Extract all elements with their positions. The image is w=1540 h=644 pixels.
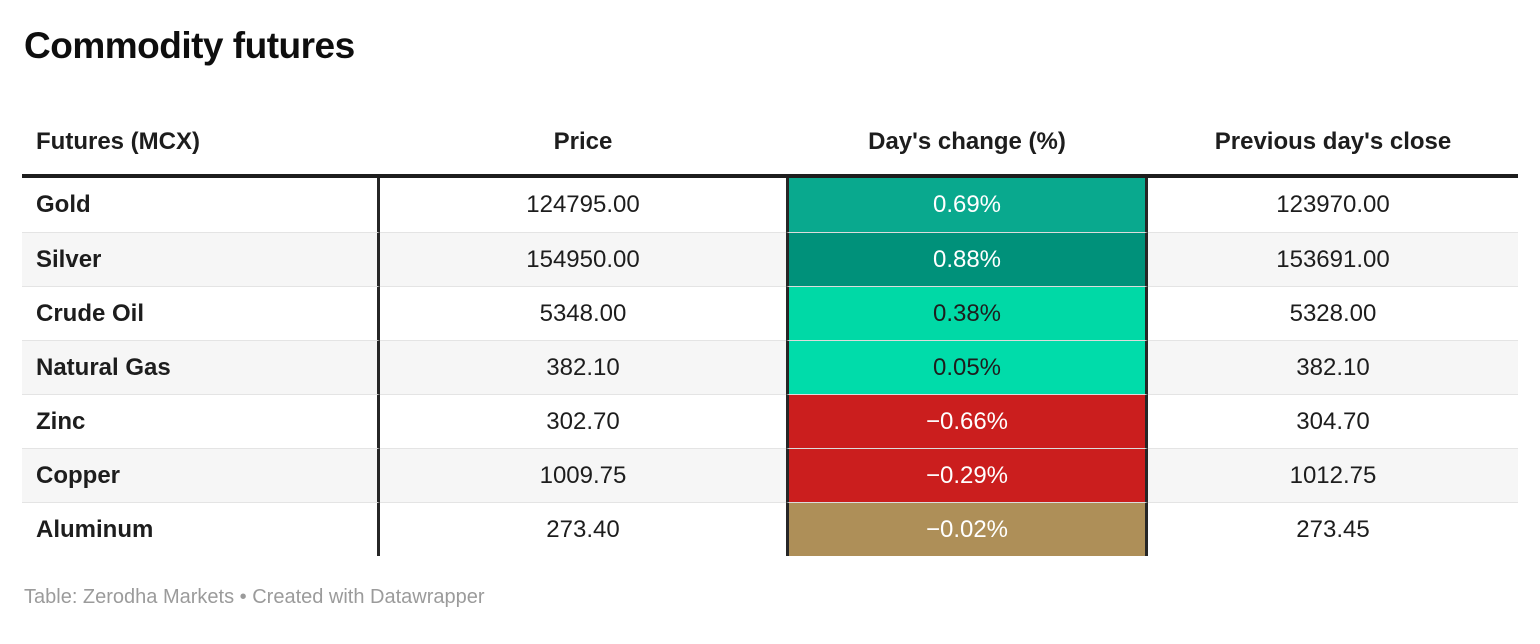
prev-close-value: 123970.00	[1276, 191, 1390, 218]
price-value: 124795.00	[526, 191, 640, 218]
commodity-futures-table: Futures (MCX) Price Day's change (%) Pre…	[22, 110, 1518, 556]
column-header-prev-close: Previous day's close	[1214, 128, 1452, 155]
table-body: Gold 124795.00 0.69% 123970.00 Silver 15…	[22, 178, 1518, 556]
price-value: 154950.00	[380, 232, 786, 286]
prev-close-value: 304.70	[1148, 394, 1518, 448]
futures-name: Silver	[22, 232, 380, 286]
price-value: 302.70	[380, 394, 786, 448]
change-value: 0.05%	[786, 340, 1148, 394]
column-header-price: Price	[553, 128, 613, 155]
table-row-copper: Copper 1009.75 −0.29% 1012.75	[22, 448, 1518, 502]
futures-name: Gold	[22, 178, 380, 232]
column-header-days-change: Day's change (%)	[868, 128, 1066, 155]
futures-name: Natural Gas	[22, 340, 380, 394]
table-row-natural-gas: Natural Gas 382.10 0.05% 382.10	[22, 340, 1518, 394]
price-value: 1009.75	[380, 448, 786, 502]
change-value: 0.88%	[786, 232, 1148, 286]
table-row-gold: Gold 124795.00 0.69% 123970.00	[22, 178, 1518, 232]
price-value: 382.10	[380, 340, 786, 394]
table-row-zinc: Zinc 302.70 −0.66% 304.70	[22, 394, 1518, 448]
prev-close-value: 382.10	[1148, 340, 1518, 394]
futures-name: Crude Oil	[22, 286, 380, 340]
futures-name: Copper	[22, 448, 380, 502]
change-value: 0.69%	[786, 178, 1148, 232]
change-value: −0.29%	[786, 448, 1148, 502]
column-header-futures: Futures (MCX)	[36, 128, 200, 155]
table-row-crude-oil: Crude Oil 5348.00 0.38% 5328.00	[22, 286, 1518, 340]
page-title: Commodity futures	[24, 25, 355, 66]
futures-name: Zinc	[22, 394, 380, 448]
price-value: 273.40	[380, 502, 786, 556]
prev-close-value: 5328.00	[1148, 286, 1518, 340]
table-header-row: Futures (MCX) Price Day's change (%) Pre…	[22, 110, 1518, 178]
price-value: 5348.00	[380, 286, 786, 340]
change-value: −0.66%	[786, 394, 1148, 448]
prev-close-value: 273.45	[1148, 502, 1518, 556]
futures-name: Aluminum	[22, 502, 380, 556]
prev-close-value: 1012.75	[1148, 448, 1518, 502]
table-row-aluminum: Aluminum 273.40 −0.02% 273.45	[22, 502, 1518, 556]
prev-close-value: 153691.00	[1148, 232, 1518, 286]
change-value: 0.38%	[786, 286, 1148, 340]
source-attribution: Table: Zerodha Markets • Created with Da…	[24, 586, 485, 608]
change-value: −0.02%	[786, 502, 1148, 556]
table-row-silver: Silver 154950.00 0.88% 153691.00	[22, 232, 1518, 286]
